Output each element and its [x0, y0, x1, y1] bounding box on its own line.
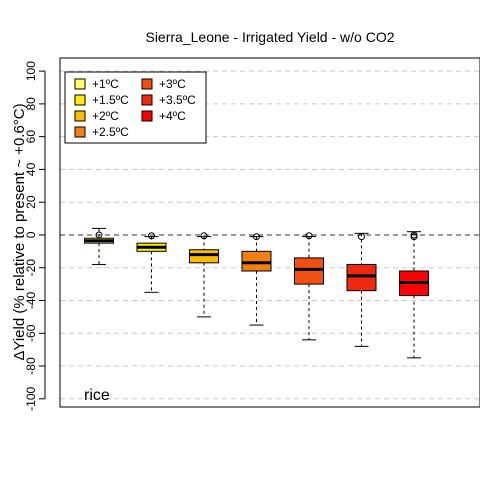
y-tick-label: 80: [24, 97, 38, 111]
legend-swatch: [74, 126, 86, 138]
y-tick-label: 40: [24, 162, 38, 176]
legend-item: +2.5ºC: [74, 125, 129, 139]
legend-item: +4ºC: [141, 109, 186, 123]
y-tick-label: -60: [24, 324, 38, 342]
chart-title: Sierra_Leone - Irrigated Yield - w/o CO2: [145, 29, 394, 45]
legend-item: +2ºC: [74, 109, 119, 123]
legend-box: [64, 71, 207, 144]
outlier-point: [200, 232, 208, 240]
legend-swatch: [74, 110, 86, 122]
legend-label: +2.5ºC: [92, 125, 129, 139]
box-iqr: [294, 257, 324, 285]
box-3: [189, 232, 219, 318]
y-tick-label: -80: [24, 357, 38, 375]
legend-label: +3.5ºC: [159, 93, 196, 107]
y-tick-label: 60: [24, 130, 38, 144]
y-tick-label: -40: [24, 291, 38, 309]
legend-item: +3ºC: [141, 77, 186, 91]
box-6: [346, 232, 377, 347]
y-tick-label: 20: [24, 195, 38, 209]
legend-label: +4ºC: [159, 109, 186, 123]
box-iqr: [241, 250, 272, 272]
outlier-point: [95, 231, 103, 239]
y-tick-label: -20: [24, 259, 38, 277]
legend-swatch: [74, 78, 86, 90]
outlier-point: [253, 233, 260, 241]
box-series: [84, 227, 429, 359]
legend-swatch: [141, 110, 153, 122]
plot-frame: [59, 57, 480, 408]
box-iqr: [189, 249, 219, 264]
legend-label: +1ºC: [92, 77, 119, 91]
legend-label: +3ºC: [159, 77, 186, 91]
legend-swatch: [74, 94, 86, 106]
legend-item: +3.5ºC: [141, 93, 196, 107]
legend-item: +1ºC: [74, 77, 119, 91]
outlier-point: [358, 233, 365, 241]
legend: +1ºC +1.5ºC +2ºC +2.5ºC +3ºC +3.5ºC +4ºC: [64, 71, 207, 144]
legend-swatch: [141, 94, 153, 106]
box-4: [241, 233, 272, 326]
legend-label: +2ºC: [92, 109, 119, 123]
y-tick-label: -100: [24, 386, 38, 410]
outlier-point: [410, 231, 418, 239]
outlier-point: [148, 232, 155, 240]
box-5: [294, 232, 324, 341]
y-axis-label: ΔYield (% relative to present ~ +0.6°C): [11, 103, 28, 360]
legend-item: +1.5ºC: [74, 93, 129, 107]
y-tick-label: 100: [24, 61, 38, 81]
box-iqr: [346, 263, 377, 292]
box-1: [84, 227, 114, 265]
legend-swatch: [141, 78, 153, 90]
crop-annotation: rice: [84, 387, 110, 404]
y-tick-label: 0: [24, 231, 38, 238]
box-7: [399, 231, 429, 359]
outlier-point: [305, 232, 313, 240]
legend-label: +1.5ºC: [92, 93, 129, 107]
box-2: [136, 232, 167, 293]
y-axis: -100 -80 -60 -40 -20 0 20 40 60 80 100: [24, 61, 46, 411]
